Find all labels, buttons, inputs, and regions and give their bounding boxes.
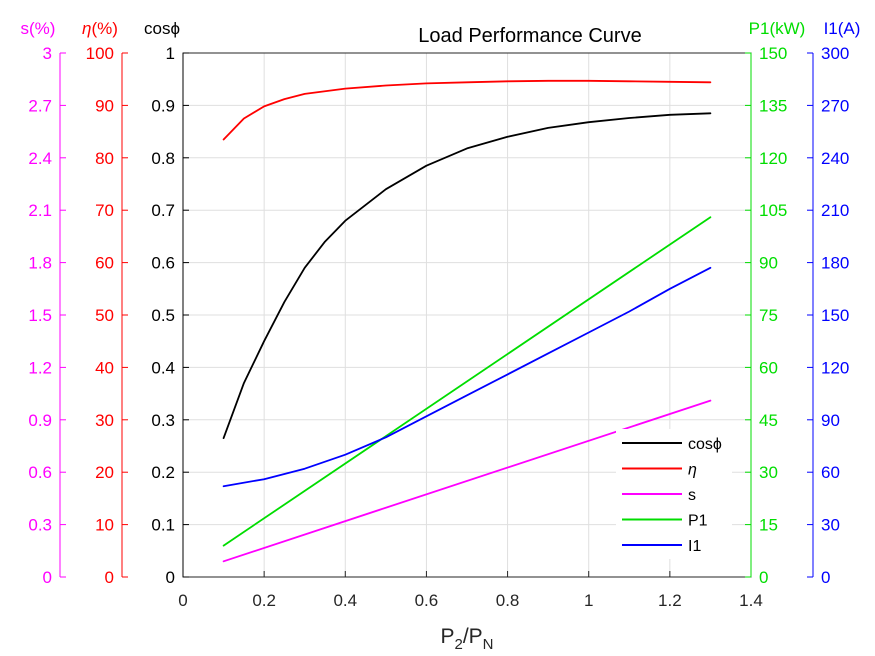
series-line-i1 xyxy=(222,266,712,488)
y-tick-label-cos-9: 0.9 xyxy=(151,96,175,115)
y-tick-label-cos-4: 0.4 xyxy=(151,358,175,377)
y-tick-label-cos-8: 0.8 xyxy=(151,149,175,168)
legend-label-eta: η xyxy=(688,462,697,479)
x-tick-label-4: 0.8 xyxy=(496,591,520,610)
y-tick-label-p1-3: 45 xyxy=(759,411,778,430)
legend-label-cos: cosϕ xyxy=(688,436,722,453)
axis-i1: 0 30 60 90 120 150 180 210 240 270 300 I1(A) xyxy=(807,19,860,587)
y-tick-label-s-8: 2.4 xyxy=(28,149,52,168)
y-tick-label-i1-4: 120 xyxy=(821,358,849,377)
y-tick-label-i1-5: 150 xyxy=(821,306,849,325)
y-tick-label-i1-2: 60 xyxy=(821,463,840,482)
y-tick-label-eta-1: 10 xyxy=(95,516,114,535)
y-tick-label-cos-7: 0.7 xyxy=(151,201,175,220)
y-axis-title-p1: P1(kW) xyxy=(749,19,806,38)
y-tick-label-eta-10: 100 xyxy=(86,44,114,63)
y-tick-label-cos-6: 0.6 xyxy=(151,254,175,273)
y-tick-label-cos-3: 0.3 xyxy=(151,411,175,430)
y-tick-label-i1-0: 0 xyxy=(821,568,830,587)
x-axis-label-base: P xyxy=(440,625,454,648)
y-tick-label-p1-5: 75 xyxy=(759,306,778,325)
y-tick-label-s-10: 3 xyxy=(43,44,52,63)
legend: cosϕ ηs P1 I1 xyxy=(616,429,732,559)
axes: 0 0.2 0.4 0.6 0.8 1 1.2 1.4 0 0.3 0.6 0.9 1.2 1.5 1.8 2… xyxy=(21,19,861,610)
y-tick-label-i1-1: 30 xyxy=(821,516,840,535)
y-tick-label-eta-4: 40 xyxy=(95,358,114,377)
x-tick-label-3: 0.6 xyxy=(415,591,439,610)
y-tick-label-eta-9: 90 xyxy=(95,96,114,115)
y-tick-label-p1-9: 135 xyxy=(759,96,787,115)
y-axis-title-i1: I1(A) xyxy=(824,19,861,38)
axis-p1: 0 15 30 45 60 75 90 105 120 135 150 P1(kW) xyxy=(745,19,805,587)
y-tick-label-p1-4: 60 xyxy=(759,358,778,377)
y-tick-label-cos-10: 1 xyxy=(166,44,175,63)
y-tick-label-cos-1: 0.1 xyxy=(151,516,175,535)
x-tick-label-2: 0.4 xyxy=(333,591,357,610)
y-tick-label-i1-7: 210 xyxy=(821,201,849,220)
x-axis-label-sub2: N xyxy=(483,636,494,653)
y-tick-label-p1-0: 0 xyxy=(759,568,768,587)
y-tick-label-eta-7: 70 xyxy=(95,201,114,220)
y-tick-label-eta-8: 80 xyxy=(95,149,114,168)
y-tick-label-p1-1: 15 xyxy=(759,516,778,535)
chart-title: Load Performance Curve xyxy=(418,25,641,47)
axis-cos: 0 0.1 0.2 0.3 0.4 0.5 0.6 0.7 0.8 0.9 1 cosϕ xyxy=(144,19,189,587)
y-tick-label-p1-6: 90 xyxy=(759,254,778,273)
y-tick-label-eta-0: 0 xyxy=(105,568,114,587)
y-tick-label-s-6: 1.8 xyxy=(28,254,52,273)
x-axis-label-sub1: 2 xyxy=(454,636,462,653)
y-tick-label-i1-6: 180 xyxy=(821,254,849,273)
y-tick-label-i1-3: 90 xyxy=(821,411,840,430)
axis-s: 0 0.3 0.6 0.9 1.2 1.5 1.8 2.1 2.4 2.7 3 s(%) xyxy=(21,19,66,587)
y-tick-label-i1-8: 240 xyxy=(821,149,849,168)
x-tick-label-6: 1.2 xyxy=(658,591,682,610)
y-tick-label-s-4: 1.2 xyxy=(28,358,52,377)
x-tick-label-1: 0.2 xyxy=(252,591,276,610)
x-axis-label: P2/PN xyxy=(440,625,493,653)
y-tick-label-p1-10: 150 xyxy=(759,44,787,63)
y-tick-label-s-7: 2.1 xyxy=(28,201,52,220)
y-tick-label-i1-10: 300 xyxy=(821,44,849,63)
series-line-p1 xyxy=(222,216,712,547)
series-lines xyxy=(222,79,712,563)
y-tick-label-p1-7: 105 xyxy=(759,201,787,220)
y-tick-label-s-1: 0.3 xyxy=(28,516,52,535)
y-tick-label-s-0: 0 xyxy=(43,568,52,587)
y-axis-title-s: s(%) xyxy=(21,19,56,38)
legend-label-p1: P1 xyxy=(688,513,708,530)
y-tick-label-s-2: 0.6 xyxy=(28,463,52,482)
x-axis-label-slash: /P xyxy=(463,625,483,648)
y-tick-label-cos-0: 0 xyxy=(166,568,175,587)
y-tick-label-eta-3: 30 xyxy=(95,411,114,430)
legend-label-s: s xyxy=(688,487,696,504)
y-tick-label-p1-8: 120 xyxy=(759,149,787,168)
y-tick-label-cos-5: 0.5 xyxy=(151,306,175,325)
y-tick-label-s-3: 0.9 xyxy=(28,411,52,430)
x-tick-label-5: 1 xyxy=(584,591,593,610)
legend-label-i1: I1 xyxy=(688,538,701,555)
y-axis-title-cos: cosϕ xyxy=(144,19,180,38)
y-tick-label-s-5: 1.5 xyxy=(28,306,52,325)
y-axis-title-eta: η(%) xyxy=(82,19,118,38)
y-tick-label-i1-9: 270 xyxy=(821,96,849,115)
series-line-eta xyxy=(222,79,712,141)
y-tick-label-eta-2: 20 xyxy=(95,463,114,482)
series-line-cos xyxy=(222,112,712,440)
series-line-s xyxy=(222,399,712,563)
x-tick-label-0: 0 xyxy=(178,591,187,610)
y-tick-label-p1-2: 30 xyxy=(759,463,778,482)
y-tick-label-eta-5: 50 xyxy=(95,306,114,325)
y-tick-label-s-9: 2.7 xyxy=(28,96,52,115)
axis-eta: 0 10 20 30 40 50 60 70 80 90 100 η(%) xyxy=(82,19,128,587)
y-tick-label-cos-2: 0.2 xyxy=(151,463,175,482)
y-tick-label-eta-6: 60 xyxy=(95,254,114,273)
x-tick-label-7: 1.4 xyxy=(739,591,763,610)
